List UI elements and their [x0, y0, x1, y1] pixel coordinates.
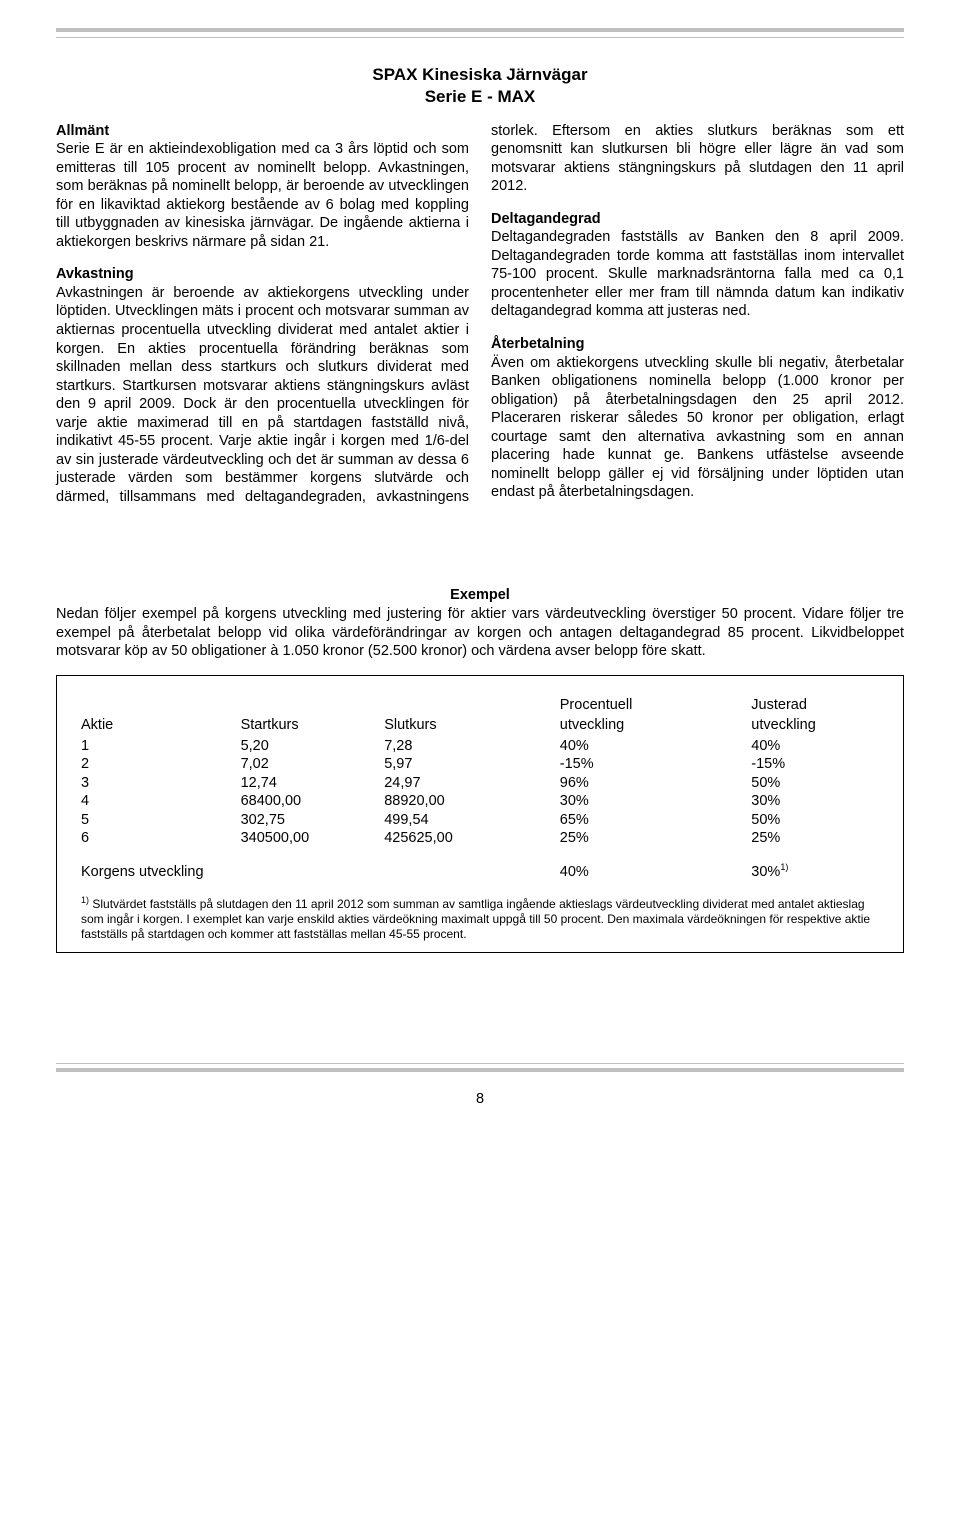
table-row: 312,7424,9796%50% [81, 774, 879, 793]
table-cell: 30% [751, 792, 879, 811]
example-intro: Nedan följer exempel på korgens utveckli… [56, 605, 904, 661]
top-rule-thin [56, 37, 904, 38]
table-cell: 5,97 [384, 755, 560, 774]
table-cell: 24,97 [384, 774, 560, 793]
table-row: 27,025,97-15%-15% [81, 755, 879, 774]
table-cell: 1 [81, 737, 241, 756]
table-cell: 2 [81, 755, 241, 774]
col-aktie: Aktie [81, 716, 241, 737]
table-cell: 302,75 [241, 811, 385, 830]
table-cell: 50% [751, 774, 879, 793]
table-cell: 425625,00 [384, 829, 560, 848]
table-cell: 40% [751, 737, 879, 756]
col-justerad-l2: utveckling [751, 716, 879, 737]
table-cell: 12,74 [241, 774, 385, 793]
table-cell: 340500,00 [241, 829, 385, 848]
table-cell: 7,02 [241, 755, 385, 774]
table-cell: 25% [560, 829, 752, 848]
bottom-rule-thin [56, 1063, 904, 1064]
table-cell: 50% [751, 811, 879, 830]
example-title: Exempel [56, 586, 904, 605]
heading-allmant: Allmänt [56, 122, 469, 141]
body-deltagandegrad: Deltagandegraden fastställs av Banken de… [491, 229, 904, 319]
page-number: 8 [56, 1090, 904, 1109]
doc-title: SPAX Kinesiska Järnvägar [56, 64, 904, 86]
col-slutkurs: Slutkurs [384, 716, 560, 737]
top-rule-thick [56, 28, 904, 33]
table-cell: 96% [560, 774, 752, 793]
table-header-row: Procentuell Justerad [81, 696, 879, 717]
table-cell: 25% [751, 829, 879, 848]
heading-aterbetalning: Återbetalning [491, 335, 904, 354]
table-cell: 7,28 [384, 737, 560, 756]
body-columns: Allmänt Serie E är en aktieindexobligati… [56, 122, 904, 507]
col-startkurs: Startkurs [241, 716, 385, 737]
table-row: 5302,75499,5465%50% [81, 811, 879, 830]
heading-deltagandegrad: Deltagandegrad [491, 210, 904, 229]
example-table: Procentuell Justerad Aktie Startkurs Slu… [81, 696, 879, 882]
example-footnote: 1) Slutvärdet fastställs på slutdagen de… [81, 895, 879, 942]
doc-subtitle: Serie E - MAX [56, 86, 904, 108]
table-cell: -15% [560, 755, 752, 774]
table-cell: 65% [560, 811, 752, 830]
table-cell: 30% [560, 792, 752, 811]
table-row: 468400,0088920,0030%30% [81, 792, 879, 811]
table-header-row2: Aktie Startkurs Slutkurs utveckling utve… [81, 716, 879, 737]
table-row: 15,207,2840%40% [81, 737, 879, 756]
example-table-box: Procentuell Justerad Aktie Startkurs Slu… [56, 675, 904, 954]
table-row: 6340500,00425625,0025%25% [81, 829, 879, 848]
table-cell: 5 [81, 811, 241, 830]
col-procentuell-l2: utveckling [560, 716, 752, 737]
table-cell: 88920,00 [384, 792, 560, 811]
body-allmant: Serie E är en aktieindexobligation med c… [56, 141, 469, 250]
bottom-rule-thick [56, 1068, 904, 1072]
table-cell: 68400,00 [241, 792, 385, 811]
summary-proc: 40% [560, 862, 752, 881]
col-justerad-l1: Justerad [751, 696, 879, 717]
body-aterbetalning: Även om aktiekorgens utveckling skulle b… [491, 355, 904, 501]
table-cell: 40% [560, 737, 752, 756]
heading-avkastning: Avkastning [56, 265, 469, 284]
table-cell: 3 [81, 774, 241, 793]
table-summary-row: Korgens utveckling 40% 30%1) [81, 862, 879, 881]
summary-label: Korgens utveckling [81, 862, 560, 881]
table-cell: 5,20 [241, 737, 385, 756]
col-procentuell-l1: Procentuell [560, 696, 752, 717]
table-cell: -15% [751, 755, 879, 774]
table-cell: 4 [81, 792, 241, 811]
table-cell: 6 [81, 829, 241, 848]
summary-just: 30%1) [751, 862, 879, 881]
table-cell: 499,54 [384, 811, 560, 830]
